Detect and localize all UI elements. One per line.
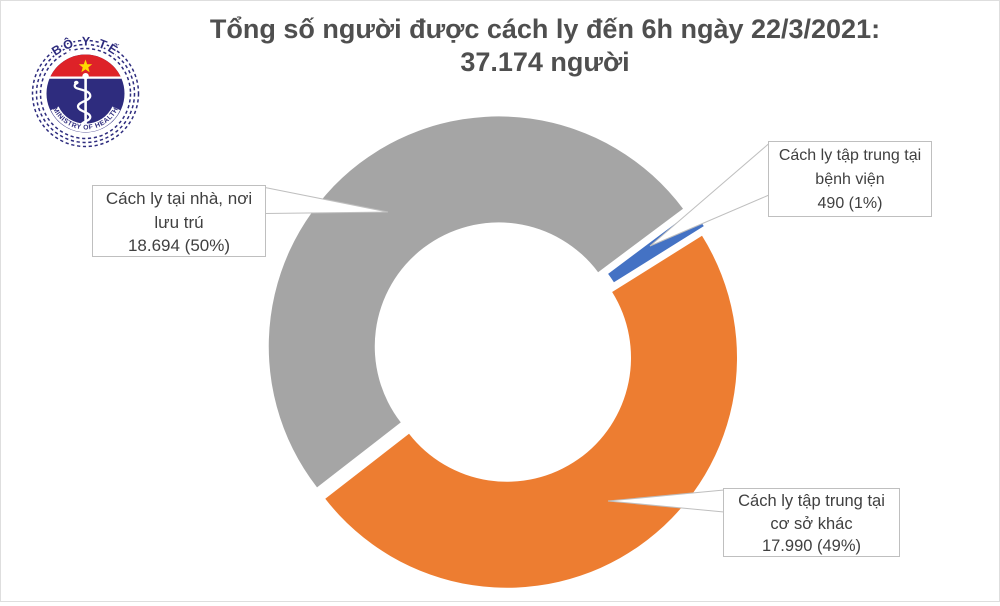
callout-hospital-value: 490 (1%) — [817, 195, 883, 212]
callout-other-facility-quarantine: Cách ly tập trung tại cơ sở khác 17.990 … — [723, 488, 900, 557]
callout-pointer-home-edge — [264, 187, 389, 213]
callout-home-line1: Cách ly tại nhà, nơi — [105, 189, 253, 208]
logo-staff-icon — [73, 73, 92, 126]
page-title-line2: 37.174 người — [460, 47, 630, 77]
callout-pointer-other-edge — [607, 489, 725, 502]
ministry-of-health-logo: BỘ Y TẾ MINISTRY OF HEALTH — [31, 33, 140, 148]
callout-home-line2: lưu trú — [154, 212, 204, 232]
callout-pointer-other — [608, 490, 724, 512]
callout-home-value: 18.694 (50%) — [127, 236, 231, 255]
callout-pointer-home-edge — [264, 211, 389, 214]
callout-other-line2: cơ sở khác — [770, 514, 853, 533]
page-title-line1: Tổng số người được cách ly đến 6h ngày 2… — [209, 14, 881, 44]
logo-radiating-rings — [31, 39, 140, 148]
callout-home-quarantine: Cách ly tại nhà, nơi lưu trú 18.694 (50%… — [92, 185, 266, 257]
logo-bottom-band — [50, 106, 121, 133]
callout-pointer-other-edge — [607, 500, 725, 513]
callout-hospital-quarantine: Cách ly tập trung tại bệnh viện 490 (1%) — [768, 141, 932, 217]
callout-pointer-hospital-edge — [649, 194, 770, 247]
callout-hospital-line2: bệnh viện — [815, 171, 885, 188]
callout-hospital-line1: Cách ly tập trung tại — [778, 147, 922, 164]
page-title: Tổng số người được cách ly đến 6h ngày 2… — [70, 13, 1000, 79]
callout-other-value: 17.990 (49%) — [761, 537, 862, 555]
callout-pointer-hospital-edge — [649, 143, 770, 247]
logo-star-icon — [78, 59, 93, 73]
callout-other-line1: Cách ly tập trung tại — [738, 492, 885, 510]
